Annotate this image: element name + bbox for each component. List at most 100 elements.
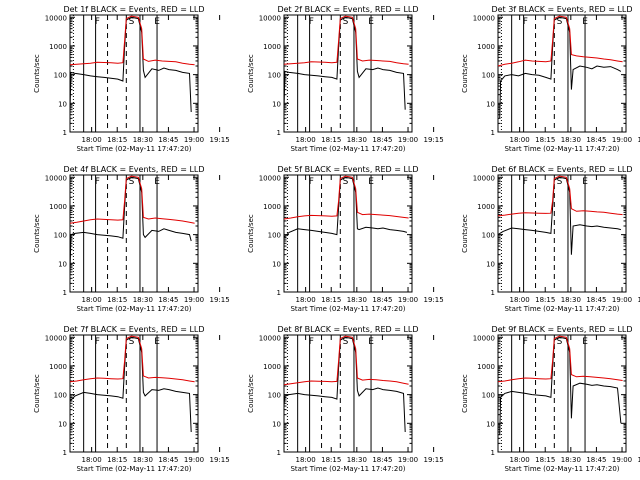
- y-axis-label: Counts/sec: [33, 54, 41, 93]
- event-marker-label: E: [582, 337, 588, 347]
- event-marker-label: F: [309, 17, 314, 27]
- y-axis-label: Counts/sec: [461, 54, 469, 93]
- y-tick-label: 1: [277, 449, 281, 457]
- x-axis-label: Start Time (02-May-11 17:47:20): [76, 465, 191, 473]
- y-tick-label: 10: [486, 100, 495, 108]
- plot-frame: [69, 334, 199, 453]
- events-series-line: [499, 16, 622, 119]
- y-tick-label: 100: [54, 72, 67, 80]
- x-axis-label: Start Time (02-May-11 17:47:20): [290, 465, 405, 473]
- y-tick-label: 10: [58, 420, 67, 428]
- y-tick-label: 1: [277, 129, 281, 137]
- panel-title: Det 6f BLACK = Events, RED = LLD: [491, 165, 632, 174]
- y-axis-label: Counts/sec: [247, 214, 255, 253]
- event-marker-label: S: [557, 17, 563, 27]
- x-tick-label: 18:00: [510, 456, 530, 464]
- x-tick-label: 19:00: [184, 136, 204, 144]
- event-marker-label: S: [343, 17, 349, 27]
- panel-title: Det 3f BLACK = Events, RED = LLD: [491, 5, 632, 14]
- y-tick-label: 1: [63, 129, 67, 137]
- y-tick-label: 1: [491, 449, 495, 457]
- detector-panel: Det 9f BLACK = Events, RED = LLD 1 10 100 10…: [461, 325, 640, 473]
- lld-series-line: [283, 15, 409, 65]
- y-tick-label: 1000: [49, 203, 67, 211]
- event-marker-label: S: [557, 177, 563, 187]
- plot-frame: [497, 174, 627, 293]
- y-tick-label: 100: [54, 232, 67, 240]
- x-tick-label: 19:00: [612, 456, 632, 464]
- y-axis-label: Counts/sec: [461, 214, 469, 253]
- event-marker-label: E: [154, 17, 160, 27]
- y-tick-label: 1000: [49, 43, 67, 51]
- x-tick-label: 18:00: [296, 456, 316, 464]
- lld-series-line: [497, 335, 623, 383]
- x-tick-label: 18:30: [561, 136, 581, 144]
- lld-series-line: [497, 15, 623, 67]
- y-tick-label: 10000: [473, 14, 495, 22]
- x-tick-label: 19:15: [210, 456, 230, 464]
- x-tick-label: 19:00: [612, 136, 632, 144]
- x-tick-label: 19:00: [612, 296, 632, 304]
- event-marker-label: S: [343, 177, 349, 187]
- x-tick-label: 19:15: [638, 456, 640, 464]
- x-axis-label: Start Time (02-May-11 17:47:20): [504, 305, 619, 313]
- y-axis-label: Counts/sec: [247, 54, 255, 93]
- x-tick-label: 19:00: [184, 456, 204, 464]
- x-tick-label: 18:45: [586, 456, 606, 464]
- event-marker-label: E: [368, 177, 374, 187]
- event-marker-label: S: [129, 337, 135, 347]
- event-marker-label: F: [95, 17, 100, 27]
- x-tick-label: 18:15: [535, 456, 555, 464]
- y-tick-label: 10: [272, 260, 281, 268]
- event-marker-label: E: [368, 17, 374, 27]
- panel-title: Det 2f BLACK = Events, RED = LLD: [277, 5, 418, 14]
- y-tick-label: 1000: [477, 203, 495, 211]
- detector-panel: Det 8f BLACK = Events, RED = LLD 1 10 100 10…: [247, 325, 444, 473]
- x-tick-label: 18:45: [586, 296, 606, 304]
- panel-title: Det 5f BLACK = Events, RED = LLD: [277, 165, 418, 174]
- x-tick-label: 19:00: [184, 296, 204, 304]
- y-tick-label: 10: [272, 100, 281, 108]
- x-axis-label: Start Time (02-May-11 17:47:20): [290, 305, 405, 313]
- events-series-line: [283, 336, 406, 433]
- x-tick-label: 19:15: [638, 136, 640, 144]
- y-tick-label: 1: [63, 449, 67, 457]
- plot-frame: [69, 174, 199, 293]
- event-marker-label: E: [368, 337, 374, 347]
- events-series-line: [499, 336, 622, 435]
- x-axis-label: Start Time (02-May-11 17:47:20): [76, 305, 191, 313]
- events-series-line: [69, 16, 192, 113]
- y-tick-label: 1000: [49, 363, 67, 371]
- x-tick-label: 18:45: [372, 456, 392, 464]
- y-tick-label: 1: [491, 289, 495, 297]
- y-tick-label: 1: [63, 289, 67, 297]
- x-axis-label: Start Time (02-May-11 17:47:20): [290, 145, 405, 153]
- event-marker-label: S: [129, 177, 135, 187]
- x-axis-label: Start Time (02-May-11 17:47:20): [76, 145, 191, 153]
- event-marker-label: F: [309, 337, 314, 347]
- x-tick-label: 18:30: [561, 456, 581, 464]
- x-tick-label: 18:00: [82, 296, 102, 304]
- y-axis-label: Counts/sec: [33, 374, 41, 413]
- event-marker-label: F: [523, 177, 528, 187]
- x-tick-label: 19:15: [424, 296, 444, 304]
- lld-series-line: [497, 175, 623, 217]
- plot-frame: [283, 334, 413, 453]
- panel-title: Det 1f BLACK = Events, RED = LLD: [63, 5, 204, 14]
- x-tick-label: 18:15: [535, 136, 555, 144]
- x-tick-label: 18:00: [82, 136, 102, 144]
- event-marker-label: S: [129, 17, 135, 27]
- y-tick-label: 1: [491, 129, 495, 137]
- event-marker-label: E: [582, 177, 588, 187]
- y-tick-label: 10: [486, 420, 495, 428]
- event-marker-label: F: [523, 337, 528, 347]
- y-tick-label: 10: [272, 420, 281, 428]
- x-tick-label: 18:45: [158, 296, 178, 304]
- y-tick-label: 100: [482, 232, 495, 240]
- detector-panel: Det 6f BLACK = Events, RED = LLD 1 10 100 10…: [461, 165, 640, 313]
- x-tick-label: 18:00: [82, 456, 102, 464]
- y-tick-label: 10: [486, 260, 495, 268]
- x-tick-label: 19:15: [638, 296, 640, 304]
- panel-title: Det 7f BLACK = Events, RED = LLD: [63, 325, 204, 334]
